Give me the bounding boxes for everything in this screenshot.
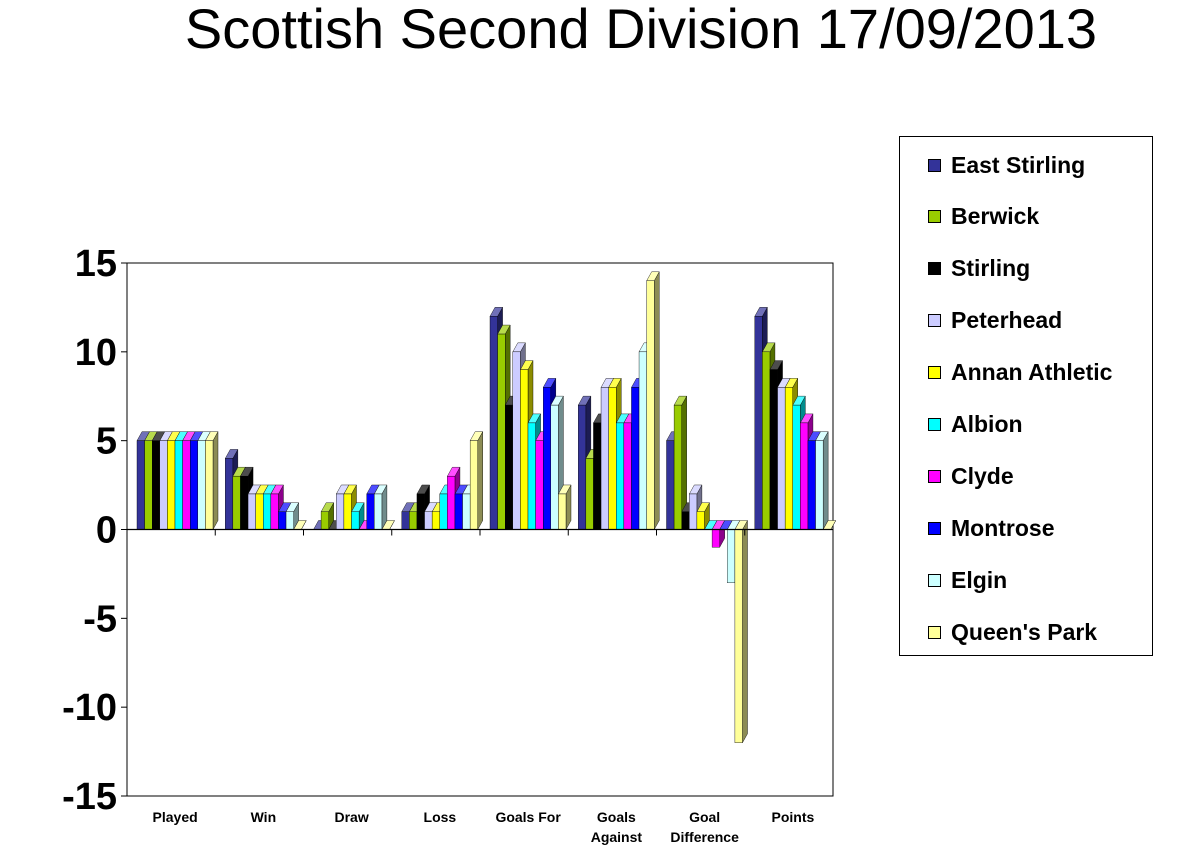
legend-swatch [928, 158, 941, 172]
legend-label: Clyde [951, 462, 1014, 489]
legend-item: Berwick [928, 202, 1039, 232]
legend-item: Annan Athletic [928, 358, 1112, 388]
legend-swatch [928, 366, 941, 380]
x-tick-label: Goals Against [591, 809, 643, 845]
bar [558, 484, 572, 531]
y-axis: 15 10 5 0 -5 -10 -15 [62, 243, 127, 818]
chart-title: Scottish Second Division 17/09/2013 [184, 0, 1098, 60]
legend-item: Montrose [928, 513, 1055, 543]
legend: East Stirling Berwick Stirling Peterhead Ann… [899, 136, 1153, 656]
legend-label: Queen's Park [951, 618, 1098, 645]
bar [351, 501, 365, 531]
legend-item: Stirling [928, 254, 1030, 284]
y-tick-label: 0 [96, 510, 117, 552]
legend-label: Montrose [951, 514, 1055, 541]
y-tick-label: 15 [75, 243, 117, 285]
legend-label: Stirling [951, 255, 1031, 282]
x-tick-label: Draw [335, 809, 369, 825]
legend-label: Berwick [951, 203, 1040, 230]
x-axis: Played Win Draw Loss Goals For Goals Against Go… [153, 529, 814, 845]
x-tick-label: Win [251, 809, 277, 825]
x-tick-label: Played [153, 809, 198, 825]
bar [646, 270, 660, 531]
legend-label: Elgin [951, 566, 1008, 593]
y-tick-label: 10 [75, 332, 117, 374]
legend-swatch [928, 625, 941, 639]
bar [815, 430, 829, 531]
legend-swatch [928, 469, 941, 483]
legend-swatch [928, 573, 941, 587]
y-tick-label: -5 [83, 598, 117, 640]
bars [136, 270, 837, 744]
x-tick-label: Loss [424, 809, 457, 825]
legend-item: Peterhead [928, 306, 1062, 336]
legend-label: Annan Athletic [951, 359, 1113, 386]
bar [469, 430, 484, 531]
legend-swatch [928, 314, 941, 328]
legend-item: Albion [928, 410, 1023, 440]
legend-swatch [928, 262, 941, 276]
y-tick-label: -10 [62, 687, 117, 729]
bar [734, 519, 748, 744]
legend-item: Queen's Park [928, 617, 1097, 647]
legend-label: East Stirling [951, 151, 1086, 178]
bar [205, 430, 219, 531]
legend-item: Clyde [928, 461, 1014, 491]
legend-item: East Stirling [928, 150, 1085, 180]
legend-swatch [928, 521, 941, 535]
legend-swatch [928, 210, 941, 224]
y-tick-label: 5 [96, 421, 117, 463]
bar [373, 484, 388, 531]
y-tick-label: -15 [62, 776, 117, 818]
legend-swatch [928, 418, 941, 431]
legend-label: Albion [951, 411, 1023, 437]
x-tick-label: Goals For [495, 809, 561, 825]
legend-label: Peterhead [951, 307, 1063, 334]
x-tick-label: Goal Difference [670, 809, 739, 845]
x-tick-label: Points [771, 809, 814, 825]
legend-item: Elgin [928, 565, 1007, 595]
bar [285, 501, 299, 531]
